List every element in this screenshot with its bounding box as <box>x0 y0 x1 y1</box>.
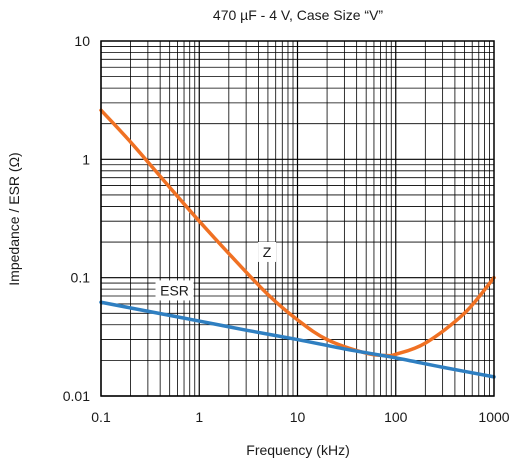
y-axis-title: Impedance / ESR (Ω) <box>6 152 22 285</box>
x-tick-label: 1000 <box>478 409 509 425</box>
series-label-esr: ESR <box>160 282 189 298</box>
series-lines <box>99 108 496 379</box>
y-tick-label: 10 <box>74 33 90 49</box>
plot-frame <box>100 40 495 397</box>
x-axis-title: Frequency (kHz) <box>246 442 349 458</box>
series-label-z: Z <box>263 244 272 260</box>
series-line-z <box>99 108 496 358</box>
x-tick-label: 100 <box>384 409 408 425</box>
x-tick-label: 0.1 <box>91 409 111 425</box>
y-tick-label: 0.01 <box>63 388 90 404</box>
x-tick-label: 1 <box>195 409 203 425</box>
series-label-bg <box>155 280 194 301</box>
series-labels: Z ESR <box>155 241 277 301</box>
x-tick-label: 10 <box>290 409 306 425</box>
series-label-bg <box>258 241 277 262</box>
grid-lines <box>100 41 494 397</box>
y-tick-label: 1 <box>82 151 90 167</box>
series-line-esr <box>99 300 496 379</box>
chart-title: 470 µF - 4 V, Case Size “V” <box>213 7 384 23</box>
y-tick-label: 0.1 <box>71 270 91 286</box>
